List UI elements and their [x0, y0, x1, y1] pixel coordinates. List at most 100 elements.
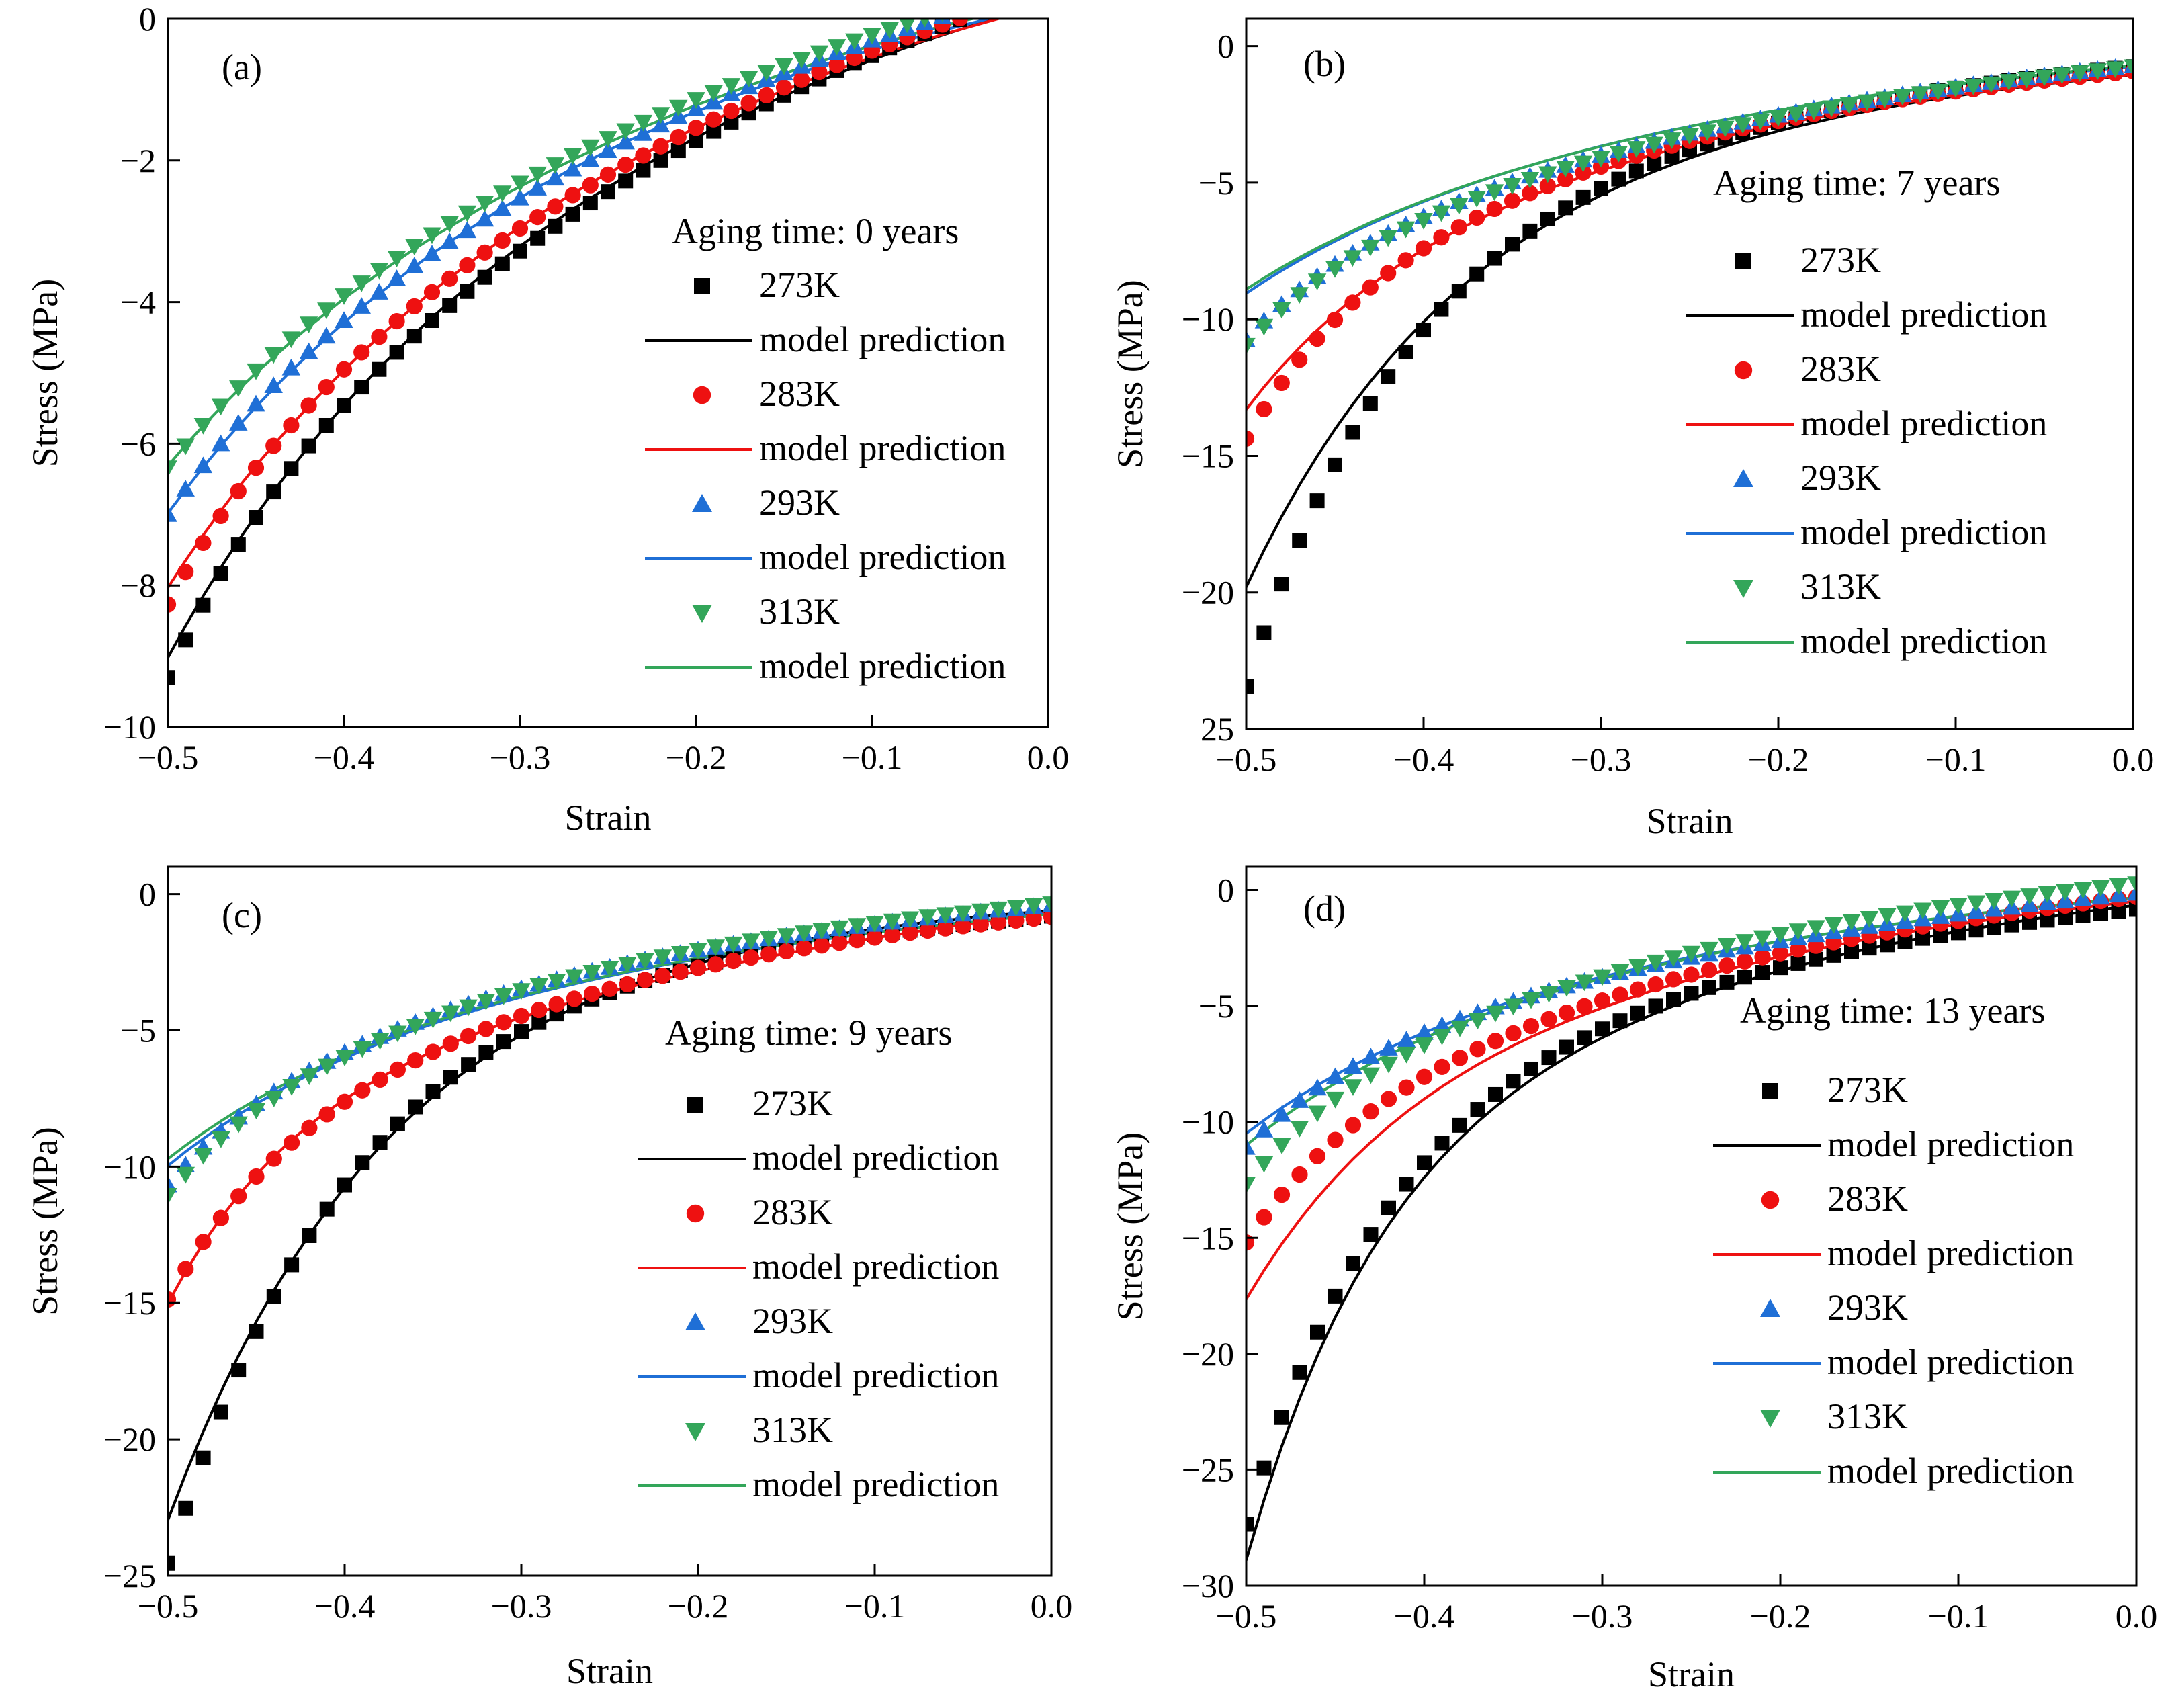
panel-d-point-273K	[1702, 980, 1716, 995]
panel-a-point-283K	[423, 284, 441, 300]
panel-c-legend-marker-293K	[685, 1312, 705, 1330]
panel-b-point-313K	[1822, 100, 1841, 118]
panel-a-point-283K	[300, 397, 317, 414]
panel-c-point-283K	[1025, 910, 1042, 927]
panel-d-point-273K	[2004, 917, 2019, 933]
panel-d-point-273K	[1577, 1030, 1592, 1045]
panel-c-legend-label: model prediction	[752, 1464, 999, 1504]
panel-c-point-273K	[337, 1177, 352, 1193]
panel-c-point-273K	[178, 1500, 193, 1516]
panel-c-point-273K	[461, 1057, 476, 1072]
panel-a-point-283K	[564, 187, 581, 204]
panel-c-x-tick-label: −0.4	[314, 1587, 376, 1625]
panel-d-point-313K	[1557, 980, 1576, 997]
panel-c-point-283K	[389, 1061, 406, 1078]
panel-b-point-313K	[1627, 141, 1646, 158]
panel-c-point-313K	[865, 915, 884, 933]
panel-c-point-273K	[302, 1228, 317, 1244]
panel-c-point-313K	[989, 901, 1008, 919]
panel-a-legend-label: 313K	[759, 591, 840, 632]
panel-d-point-293K	[1272, 1105, 1291, 1122]
panel-a-point-293K	[193, 456, 213, 474]
panel-a-point-293K	[264, 376, 283, 393]
panel-b-point-313K	[1485, 184, 1504, 202]
panel-d-point-273K	[1256, 1460, 1272, 1476]
panel-b-point-313K	[1716, 120, 1735, 138]
panel-b-legend-label: 313K	[1800, 566, 1881, 607]
panel-c-point-283K	[689, 959, 707, 976]
panel-b-point-313K	[1343, 250, 1362, 267]
panel-d-x-tick-label: −0.3	[1572, 1597, 1633, 1635]
panel-d-point-273K	[1897, 934, 1913, 949]
panel-d-point-313K	[1646, 954, 1665, 972]
panel-c-point-283K	[1008, 912, 1025, 929]
panel-c-point-313K	[1024, 898, 1043, 915]
panel-d-point-283K	[1576, 998, 1593, 1015]
panel-b-y-axis-label: Stress (MPa)	[1110, 280, 1150, 468]
panel-d-point-283K	[1558, 1005, 1575, 1021]
panel-a-point-273K	[460, 284, 475, 299]
panel-a-legend-label: model prediction	[759, 319, 1006, 359]
panel-d-point-273K	[1310, 1324, 1325, 1340]
panel-d-point-283K	[1522, 1018, 1540, 1035]
panel-b-x-tick-label: −0.3	[1571, 740, 1632, 778]
panel-c-label: (c)	[222, 895, 262, 935]
panel-c-point-283K	[336, 1093, 353, 1110]
panel-d-point-313K	[1575, 974, 1594, 992]
panel-d-point-313K	[1308, 1105, 1327, 1123]
panel-c-point-313K	[706, 939, 726, 957]
panel-d-y-axis-label: Stress (MPa)	[1110, 1132, 1150, 1321]
panel-d-point-313K	[1468, 1013, 1487, 1030]
panel-d-point-313K	[1664, 950, 1683, 968]
panel-a-point-293K	[299, 342, 318, 359]
panel-b-point-273K	[1256, 625, 1272, 640]
panel-a-point-293K	[369, 283, 389, 300]
panel-d-point-313K	[2127, 876, 2136, 893]
panel-a-point-273K	[249, 510, 263, 525]
panel-d-point-273K	[1506, 1074, 1521, 1089]
panel-c-point-283K	[531, 1001, 548, 1019]
panel-b-point-283K	[1246, 430, 1255, 447]
panel-d-y-tick-label: −5	[1199, 987, 1234, 1025]
panel-d-point-283K	[1487, 1033, 1504, 1050]
panel-a-point-293K	[405, 257, 424, 273]
panel-a-point-293K	[493, 199, 512, 216]
panel-a-point-313K	[581, 139, 600, 157]
panel-c-x-axis-label: Strain	[566, 1651, 653, 1691]
panel-a-point-313K	[810, 45, 829, 62]
panel-c-point-313K	[370, 1033, 390, 1050]
panel-c-point-283K	[902, 925, 918, 941]
panel-c-point-313K	[459, 999, 478, 1017]
panel-b-point-313K	[1272, 302, 1291, 319]
panel-b-point-283K	[1344, 294, 1361, 311]
panel-d-point-283K	[1398, 1079, 1415, 1096]
panel-d-point-313K	[1628, 959, 1647, 976]
panel-d-point-273K	[1915, 931, 1930, 946]
panel-d-point-283K	[1505, 1025, 1522, 1041]
panel-c-point-313K	[441, 1005, 460, 1023]
panel-c-point-283K	[425, 1043, 441, 1060]
panel-d-point-273K	[2022, 914, 2037, 930]
panel-a-point-313K	[229, 380, 248, 397]
panel-d-point-283K	[1665, 971, 1682, 988]
panel-c-point-283K	[848, 932, 865, 949]
panel-d-point-283K	[1380, 1091, 1397, 1107]
panel-a: −0.5 −0.4 −0.3 −0.2 −0.1 0.0 −10 −8 −6 −4 −2 0 Strai…	[25, 0, 1069, 838]
panel-a-point-293K	[168, 505, 177, 522]
panel-c-legend-marker-313K	[685, 1423, 705, 1441]
panel-a-point-313K	[493, 185, 512, 203]
panel-d-point-273K	[1524, 1061, 1538, 1076]
panel-c-point-283K	[866, 929, 883, 946]
panel-c-legend-label: 313K	[752, 1410, 833, 1450]
panel-c-point-273K	[195, 1450, 211, 1465]
panel-b-axes-frame	[1245, 17, 2134, 730]
panel-c-x-tick-label: −0.3	[491, 1587, 552, 1625]
panel-c-point-273K	[531, 1015, 547, 1030]
panel-a-point-283K	[195, 534, 212, 552]
panel-d-legend-marker-293K	[1760, 1299, 1780, 1317]
panel-a-point-313K	[563, 148, 582, 165]
panel-a-point-273K	[494, 256, 510, 271]
panel-d-point-273K	[2129, 902, 2136, 917]
panel-a-point-273K	[406, 329, 422, 344]
panel-b-x-tick-label: −0.4	[1393, 740, 1454, 778]
